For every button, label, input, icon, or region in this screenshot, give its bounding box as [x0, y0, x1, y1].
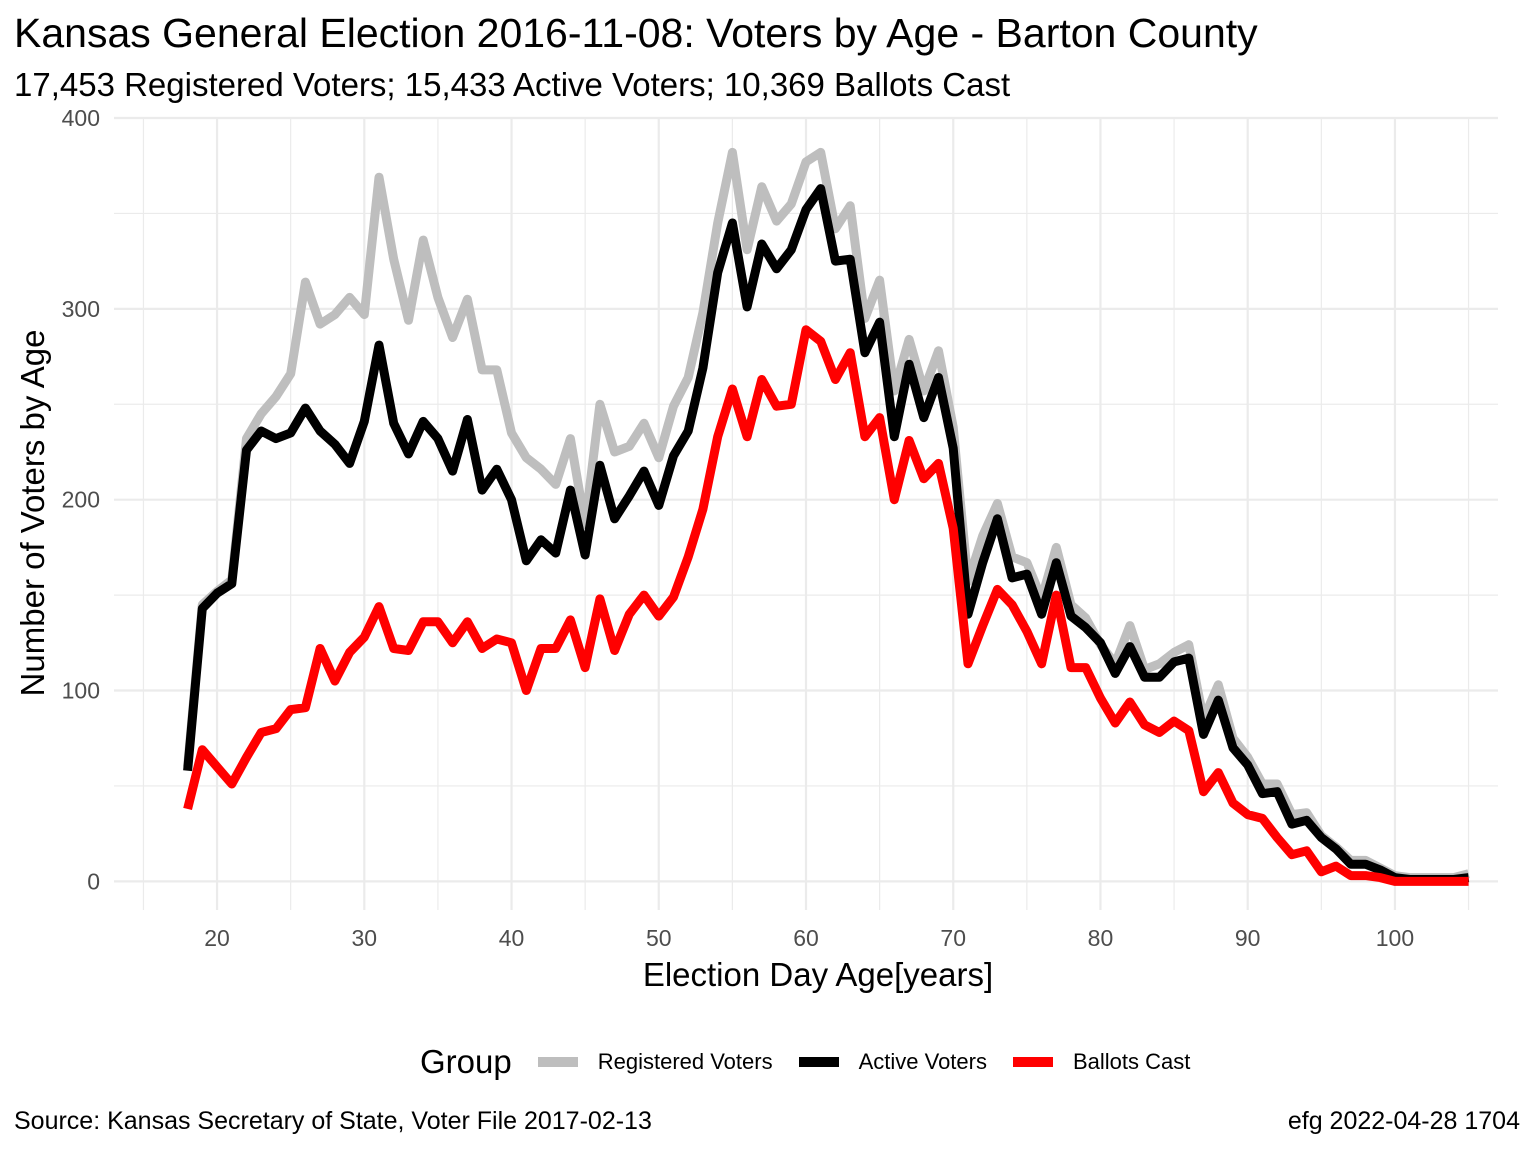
- series-line-active-voters: [183, 184, 1470, 884]
- major-gridlines: [114, 116, 1498, 910]
- series-line-ballots-cast: [183, 325, 1469, 886]
- source-note: Source: Kansas Secretary of State, Voter…: [14, 1107, 652, 1135]
- x-tick-label: 100: [1376, 925, 1414, 951]
- legend-item-active-voters: Active Voters: [798, 1049, 987, 1075]
- x-tick-label: 30: [352, 925, 378, 951]
- x-tick-label: 70: [940, 925, 966, 951]
- legend-label: Registered Voters: [597, 1049, 773, 1074]
- y-tick-label: 300: [62, 296, 100, 322]
- legend-item-registered-voters: Registered Voters: [537, 1049, 773, 1075]
- y-tick-label: 200: [62, 487, 100, 513]
- x-tick-label: 90: [1235, 925, 1261, 951]
- legend-key-registered-voters: [537, 1057, 578, 1067]
- chart-subtitle: 17,453 Registered Voters; 15,433 Active …: [14, 66, 1011, 103]
- x-axis-title: Election Day Age[years]: [643, 956, 993, 993]
- legend-label: Ballots Cast: [1072, 1049, 1191, 1074]
- line-chart: 0 100 200 300 400 20 30 40 50 60 70 80 90 100 Electio…: [14, 105, 1498, 993]
- legend-label: Active Voters: [858, 1049, 987, 1074]
- credit-note: efg 2022-04-28 1704: [1287, 1107, 1520, 1135]
- chart-title: Kansas General Election 2016-11-08: Vote…: [14, 10, 1258, 56]
- series-line-registered-voters: [183, 147, 1470, 883]
- legend-item-ballots-cast: Ballots Cast: [1012, 1049, 1191, 1075]
- y-tick-label: 400: [62, 105, 100, 131]
- y-tick-label: 100: [62, 678, 100, 704]
- x-tick-label: 50: [646, 925, 672, 951]
- legend-key-active-voters: [798, 1057, 839, 1067]
- y-tick-label: 0: [87, 868, 100, 894]
- x-tick-label: 40: [499, 925, 525, 951]
- legend: Group Registered Voters Active Voters Ba…: [420, 1040, 1216, 1084]
- y-axis-title: Number of Voters by Age: [14, 330, 51, 697]
- tick-labels: 0 100 200 300 400 20 30 40 50 60 70 80 90 100: [62, 105, 1414, 951]
- series-layer: [183, 147, 1470, 886]
- legend-key-ballots-cast: [1012, 1057, 1053, 1067]
- x-tick-label: 20: [204, 925, 230, 951]
- legend-title: Group: [420, 1043, 512, 1080]
- x-tick-label: 60: [793, 925, 819, 951]
- x-tick-label: 80: [1088, 925, 1114, 951]
